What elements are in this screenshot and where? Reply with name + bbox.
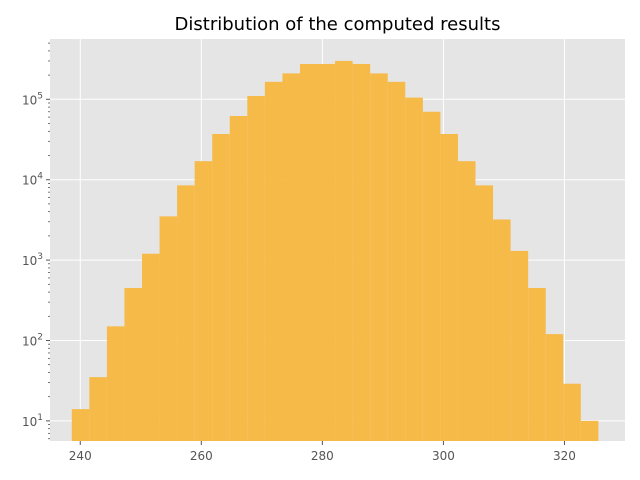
x-tick-label: 300: [432, 449, 455, 463]
histogram-bar: [89, 377, 107, 441]
histogram-bar: [142, 253, 160, 441]
histogram-bar: [352, 63, 371, 441]
y-tick-label: 101: [22, 413, 43, 429]
x-axis: 240 260 280 300 320: [69, 441, 576, 463]
histogram-bar: [335, 60, 353, 441]
histogram-bar: [194, 161, 213, 441]
chart-title: Distribution of the computed results: [175, 14, 501, 35]
x-tick-label: 240: [69, 449, 92, 463]
x-tick-label: 280: [311, 449, 334, 463]
histogram-bar: [159, 216, 178, 441]
histogram-bar: [124, 287, 142, 441]
histogram-bar: [422, 111, 441, 441]
histogram-bars: [71, 60, 599, 442]
histogram-bar: [71, 409, 90, 441]
histogram-bar: [247, 95, 265, 441]
histogram-bar: [545, 334, 564, 441]
y-tick-label: 103: [22, 252, 43, 268]
histogram-bar: [387, 81, 406, 441]
y-axis: 101 102 103 104 105: [22, 91, 50, 429]
y-minor-ticks: [48, 42, 50, 440]
histogram-bar: [177, 185, 195, 441]
y-tick-label: 102: [22, 333, 43, 349]
histogram-bar: [405, 97, 423, 442]
histogram-bar: [299, 63, 318, 441]
histogram-bar: [457, 161, 476, 441]
histogram-bar: [440, 134, 458, 441]
histogram-bar: [370, 73, 388, 442]
histogram-bar: [282, 73, 300, 442]
x-tick-label: 320: [553, 449, 576, 463]
x-tick-label: 260: [190, 449, 213, 463]
histogram-bar: [510, 250, 529, 441]
histogram-bar: [212, 134, 230, 441]
histogram-bar: [580, 420, 599, 441]
histogram-bar: [264, 81, 283, 441]
histogram-bar: [475, 185, 494, 441]
histogram-bar: [229, 115, 248, 442]
histogram-bar: [106, 326, 125, 441]
histogram-bar: [528, 287, 546, 441]
histogram-bar: [317, 63, 336, 441]
histogram-bar: [493, 219, 511, 441]
y-tick-label: 105: [22, 91, 43, 107]
y-tick-label: 104: [22, 172, 43, 188]
histogram-bar: [563, 383, 581, 441]
